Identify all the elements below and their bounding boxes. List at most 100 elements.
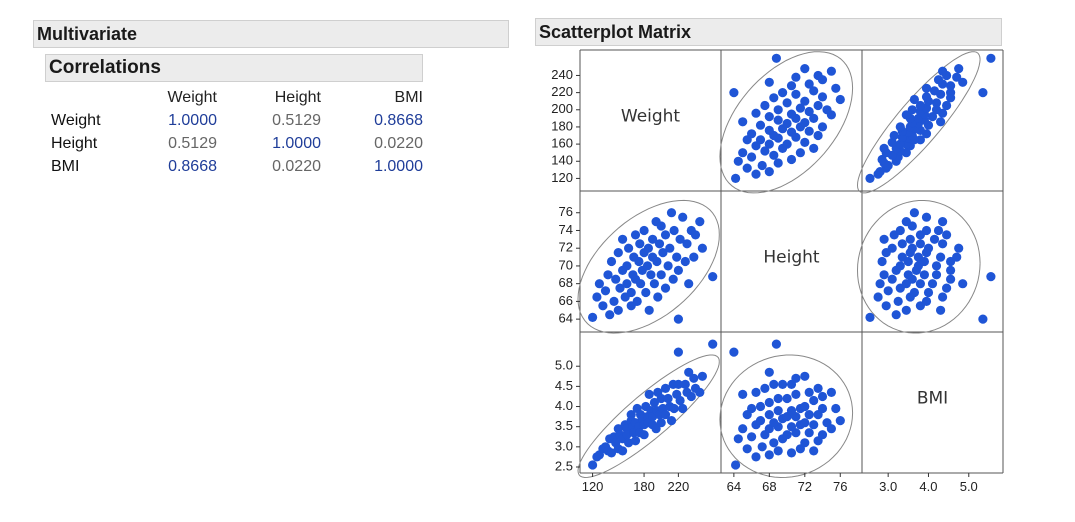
scatter-point <box>921 225 932 236</box>
scatter-point <box>624 243 634 253</box>
diagonal-label-bmi: BMI <box>917 389 948 409</box>
scatter-point <box>648 234 658 244</box>
scatter-cell[interactable] <box>577 199 720 334</box>
scatter-cell[interactable] <box>719 339 854 479</box>
scatterplot-matrix[interactable]: Weight Height BMI 120 140 160 180 200 220 240 64 66… <box>520 48 1010 508</box>
multivariate-title: Multivariate <box>37 24 138 44</box>
scatter-point <box>817 391 828 402</box>
scatter-point <box>769 418 779 428</box>
y-tick-label: 220 <box>551 84 573 99</box>
scatter-point <box>690 230 701 240</box>
scatter-point <box>817 430 828 440</box>
correlations-title: Correlations <box>49 57 161 78</box>
scatter-point <box>817 122 828 132</box>
scatter-point <box>927 279 938 289</box>
scatter-point <box>919 270 929 280</box>
multivariate-header[interactable]: Multivariate <box>33 20 509 48</box>
scatter-point <box>809 446 819 456</box>
scatter-point <box>800 438 810 448</box>
scatter-point <box>682 239 692 249</box>
scatter-point <box>760 146 770 156</box>
scatter-cell[interactable] <box>856 51 996 194</box>
scatter-point <box>936 252 946 262</box>
scatter-point <box>644 389 654 399</box>
scatter-point <box>909 94 919 105</box>
scatter-point <box>764 125 774 135</box>
scatter-point <box>660 383 671 393</box>
scatter-point <box>611 274 621 284</box>
scatter-point <box>879 234 889 244</box>
scatterplot-matrix-title: Scatterplot Matrix <box>539 22 692 42</box>
scatter-point <box>782 430 792 440</box>
y-tick-label: 5.0 <box>555 358 573 373</box>
scatter-point <box>636 279 646 289</box>
scatter-point <box>708 272 718 282</box>
scatter-point <box>769 93 779 103</box>
scatter-point <box>615 283 625 293</box>
x-tick-label: 68 <box>762 479 776 494</box>
scatter-point <box>689 373 699 383</box>
scatter-point <box>666 208 677 218</box>
density-ellipse <box>719 354 854 479</box>
y-tick-label: 72 <box>559 240 573 255</box>
density-ellipse <box>577 354 720 479</box>
scatter-point <box>942 230 952 240</box>
scatter-point <box>889 130 899 141</box>
scatter-point <box>909 208 919 218</box>
scatter-point <box>893 296 903 306</box>
scatter-point <box>877 256 887 267</box>
correlations-table: Weight Height BMI Weight 1.0000 0.5129 0… <box>46 86 423 178</box>
y-tick-label: 140 <box>551 153 573 168</box>
scatter-point <box>606 448 617 458</box>
scatter-point <box>903 256 913 267</box>
scatter-point <box>778 379 788 389</box>
scatter-point <box>915 100 925 111</box>
correlation-cell: 1.0000 <box>374 157 423 175</box>
scatter-point <box>764 397 774 408</box>
scatter-point <box>804 126 814 136</box>
x-tick-label: 5.0 <box>960 479 978 494</box>
scatter-point <box>588 312 598 322</box>
scatter-point <box>942 283 952 293</box>
scatter-point <box>921 83 932 93</box>
x-tick-label: 4.0 <box>919 479 937 494</box>
scatter-point <box>757 160 767 171</box>
scatter-point <box>764 112 774 122</box>
scatter-point <box>755 401 766 412</box>
x-tick-label: 76 <box>833 479 847 494</box>
scatter-point <box>618 234 628 244</box>
correlations-header[interactable]: Correlations <box>45 54 423 82</box>
scatter-point <box>760 100 770 111</box>
scatter-point <box>606 256 617 267</box>
x-tick-label: 220 <box>668 479 690 494</box>
scatter-point <box>907 105 917 115</box>
scatter-point <box>817 403 828 414</box>
scatter-point <box>786 154 797 165</box>
scatter-point <box>791 89 801 99</box>
scatter-point <box>738 424 748 434</box>
scatter-point <box>603 270 613 280</box>
scatter-point <box>695 217 705 227</box>
scatterplot-matrix-header[interactable]: Scatterplot Matrix <box>535 18 1002 46</box>
scatter-point <box>931 105 942 115</box>
scatter-point <box>804 428 814 438</box>
y-tick-label: 2.5 <box>555 458 573 473</box>
scatter-point <box>673 347 683 357</box>
scatter-point <box>895 139 905 149</box>
table-row: BMI 0.8668 0.0220 1.0000 <box>46 155 423 178</box>
scatter-point <box>656 393 666 404</box>
scatter-point <box>755 120 766 130</box>
scatter-point <box>624 438 634 448</box>
scatter-point <box>649 279 659 289</box>
scatter-point <box>738 389 748 399</box>
scatter-cell[interactable] <box>577 339 720 479</box>
scatter-point <box>747 152 757 162</box>
scatter-cell[interactable] <box>719 51 854 194</box>
scatter-point <box>809 86 819 96</box>
scatter-point <box>933 225 944 236</box>
scatter-point <box>742 163 752 173</box>
scatter-cell[interactable] <box>856 200 996 334</box>
scatter-point <box>666 416 677 426</box>
scatter-point <box>630 230 641 240</box>
density-ellipse <box>719 51 854 194</box>
